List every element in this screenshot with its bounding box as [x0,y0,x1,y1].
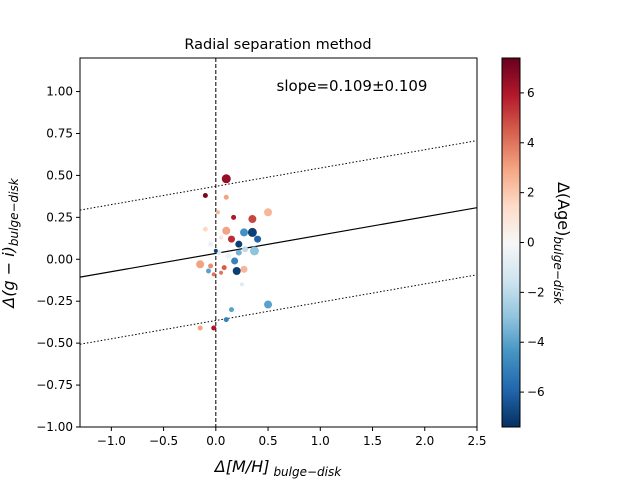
x-tick-label: 0.0 [206,434,225,448]
scatter-point [239,282,244,287]
scatter-point [249,246,259,256]
y-tick-label: 0.75 [46,126,73,140]
scatter-point [221,174,231,184]
upper-bound-line [80,140,477,211]
scatter-point [196,260,205,269]
x-tick-label: 1.5 [363,434,382,448]
scatter-point [222,226,231,235]
scatter-point [208,241,214,247]
x-tick-label: −0.5 [149,434,178,448]
colorbar-label-main: Δ(Age) [554,182,573,236]
scatter-point [225,252,232,259]
scatter-point [215,210,220,215]
colorbar-label-subscript: bulge−disk [551,236,565,305]
colorbar-tick-label: −2 [527,285,545,299]
scatter-point [231,214,237,220]
y-tick-label: 0.00 [46,252,73,266]
scatter-point [235,240,243,248]
scatter-point [213,248,218,253]
scatter-point [206,268,212,274]
y-tick-label: 0.25 [46,210,73,224]
scatter-point [248,215,257,224]
scatter-points [196,174,273,331]
fit-line [80,207,477,278]
scatter-point [223,194,229,200]
scatter-point [228,307,234,313]
scatter-point [247,227,257,237]
scatter-point [264,208,273,217]
scatter-point [227,235,235,243]
scatter-point [219,235,224,240]
x-tick-label: −1.0 [97,434,126,448]
chart-title: Radial separation method [184,37,371,53]
scatter-point [197,325,203,331]
scatter-point [202,193,208,199]
x-tick-label: 1.0 [311,434,330,448]
colorbar-tick-label: 2 [527,186,535,200]
scatter-point [211,325,217,331]
x-tick-label: 2.0 [415,434,434,448]
y-axis-label-subscript: bulge−disk [7,177,21,246]
x-tick-label: 0.5 [259,434,278,448]
y-tick-label: 0.50 [46,168,73,182]
scatter-point [211,272,216,277]
plot-frame [79,57,478,428]
x-axis-label-main: Δ[M/H] [213,457,270,476]
slope-annotation: slope=0.109±0.109 [277,77,428,95]
y-axis-label-main: Δ(g − i) [0,246,18,310]
colorbar-tick-label: −4 [527,335,545,349]
colorbar-label: Δ(Age)bulge−disk [551,182,573,305]
y-axis-ticks: 1.00 0.75 0.50 0.25 0.00 −0.25 −0.50 −0.75 −1.00 [36,85,80,434]
y-tick-label: −0.50 [36,336,73,350]
scatter-point [242,246,249,253]
colorbar [501,57,521,428]
y-tick-label: −0.25 [36,294,73,308]
y-tick-label: −1.00 [36,420,73,434]
scatter-point [240,265,248,273]
scatter-point [231,257,239,265]
scatter-point [240,228,249,237]
x-axis-label-subscript: bulge−disk [273,465,342,479]
scatter-point [219,270,224,275]
colorbar-tick-label: 6 [527,86,535,100]
y-tick-label: −0.75 [36,378,73,392]
colorbar-ticks: 6 4 2 0 −2 −4 −6 [520,86,545,399]
lower-bound-line [80,274,477,345]
colorbar-tick-label: −6 [527,385,545,399]
fit-lines [80,58,477,427]
x-axis-ticks: −1.0 −0.5 0.0 0.5 1.0 1.5 2.0 2.5 [97,427,487,448]
scatter-point [232,267,241,276]
x-axis-label: Δ[M/H] bulge−disk [213,457,342,479]
scatter-point [208,263,214,269]
colorbar-tick-label: 4 [527,136,535,150]
y-axis-label: Δ(g − i)bulge−disk [0,177,21,309]
scatter-point [223,317,229,323]
scatter-point [202,226,208,232]
x-tick-label: 2.5 [467,434,486,448]
y-tick-label: 1.00 [46,85,73,99]
scatter-point [221,265,227,271]
colorbar-tick-label: 0 [527,236,535,250]
scatter-point [254,235,262,243]
scatter-point [264,300,273,309]
scatter-point [235,249,242,256]
